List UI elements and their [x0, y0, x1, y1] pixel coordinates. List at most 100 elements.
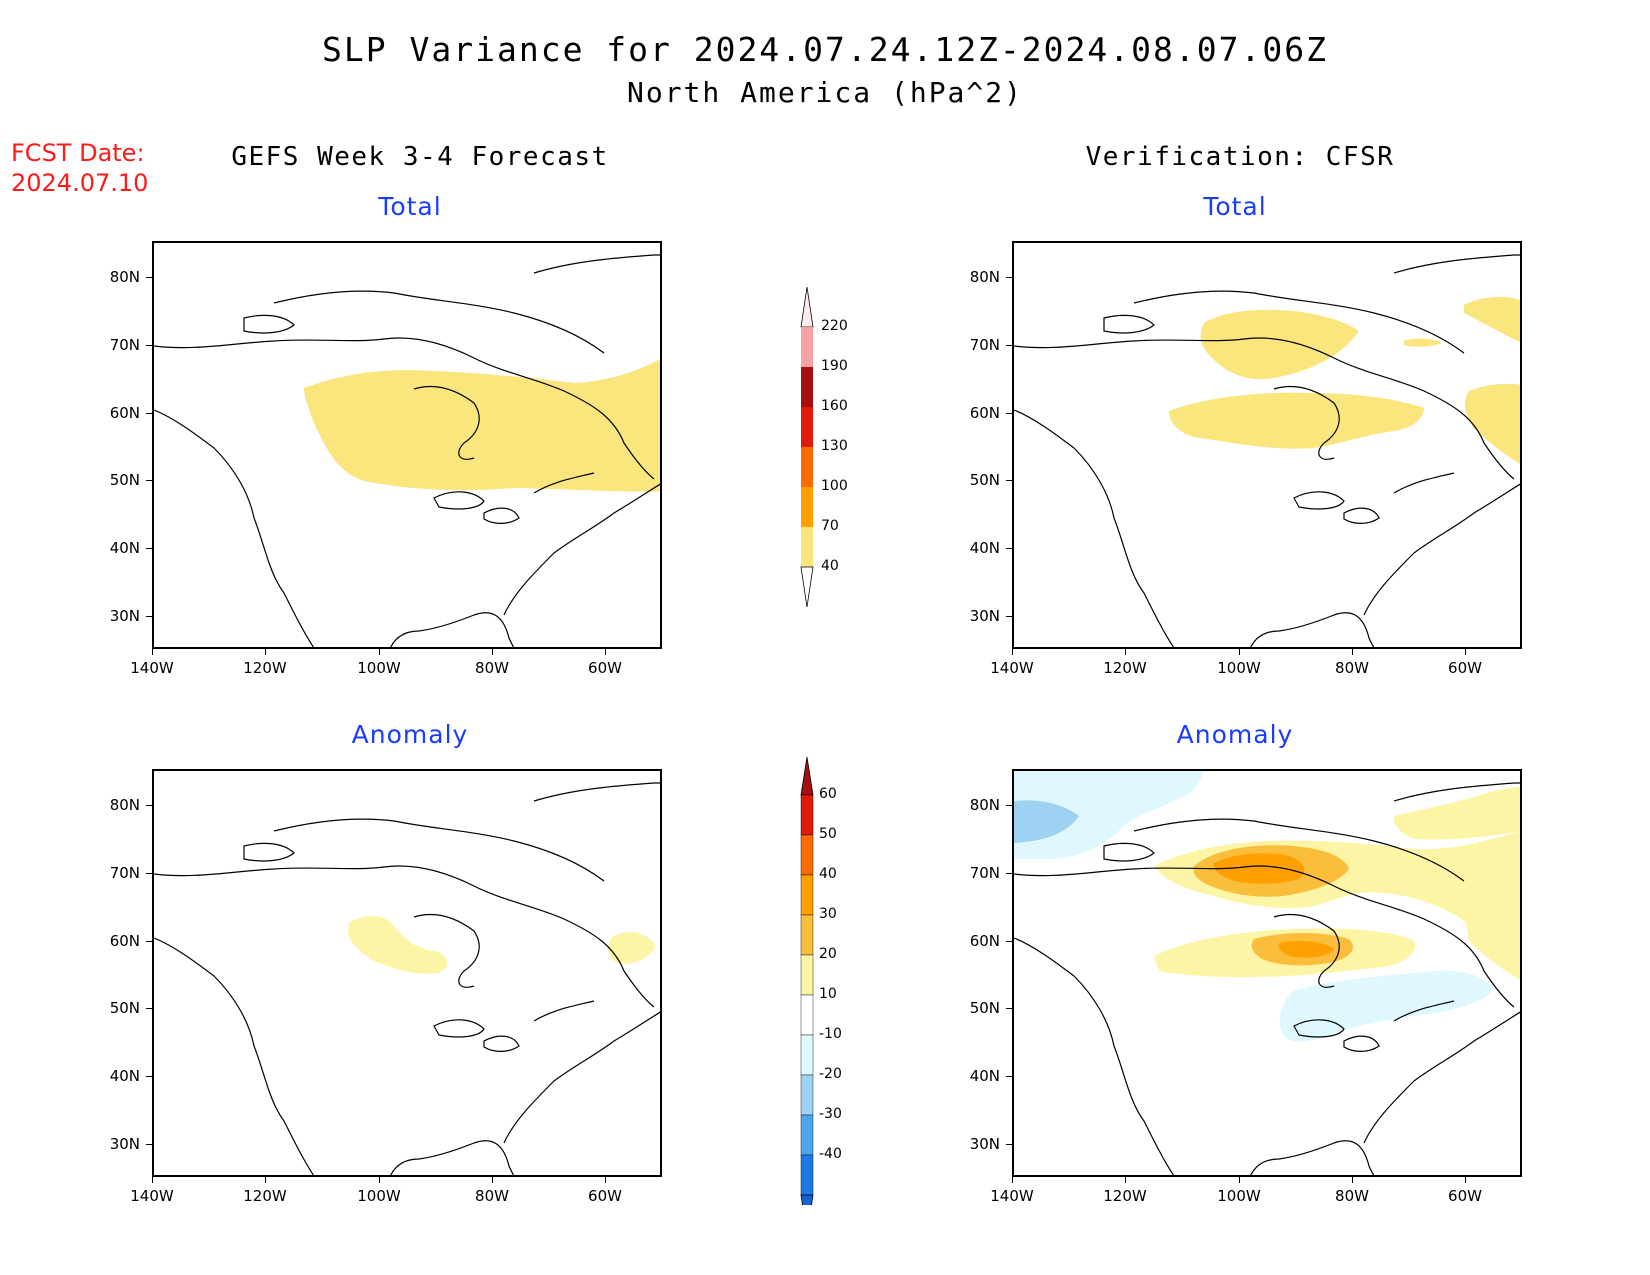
lat-tick	[1006, 345, 1012, 346]
shade-variance-40-70-east	[1464, 383, 1520, 464]
lon-tick	[379, 1177, 380, 1183]
colorbar-total-segment	[801, 327, 813, 367]
lat-label-60n: 60N	[109, 404, 140, 422]
shade-anomaly-neg20-neg30-northwest	[1014, 800, 1079, 843]
shade-variance-40-70-central	[1169, 392, 1424, 449]
lon-tick	[1012, 649, 1013, 655]
lat-label-60n: 60N	[969, 404, 1000, 422]
lat-tick	[146, 277, 152, 278]
lat-tick	[146, 480, 152, 481]
colorbar-anomaly-segment	[800, 874, 814, 916]
colorbar-total-top-arrow	[800, 286, 814, 328]
map-forecast-anomaly	[154, 782, 660, 1175]
lon-label-60w: 60W	[588, 1187, 622, 1205]
lat-label-80n: 80N	[109, 796, 140, 814]
colorbar-anomaly-segment	[800, 794, 814, 836]
colorbar-total-segment	[801, 487, 813, 527]
colorbar-total	[800, 286, 814, 608]
map-panel-verification-anomaly	[1012, 769, 1522, 1177]
shade-anomaly-neg10-neg20-northwest	[1014, 771, 1204, 859]
shade-anomaly-10-20-northeast	[1393, 786, 1520, 840]
lat-tick	[146, 548, 152, 549]
lat-tick	[146, 345, 152, 346]
lon-label-140w: 140W	[990, 659, 1034, 677]
panel-title-forecast-anomaly: Anomaly	[351, 720, 469, 749]
lat-label-60n: 60N	[969, 932, 1000, 950]
map-panel-verification-total	[1012, 241, 1522, 649]
lat-label-40n: 40N	[109, 1067, 140, 1085]
lat-tick	[146, 616, 152, 617]
colorbar-total-bottom-arrow	[800, 566, 814, 608]
colorbar-anomaly-segment	[800, 1074, 814, 1116]
lat-tick	[146, 1076, 152, 1077]
lat-tick	[146, 805, 152, 806]
lon-label-140w: 140W	[130, 1187, 174, 1205]
lat-tick	[1006, 805, 1012, 806]
fcst-date-label: FCST Date:	[11, 139, 145, 167]
lat-tick	[1006, 873, 1012, 874]
lat-tick	[146, 873, 152, 874]
column-heading-verification: Verification: CFSR	[1085, 142, 1395, 172]
shade-variance-40-70-island	[1404, 338, 1442, 347]
colorbar-total-label: 130	[821, 438, 848, 454]
lon-tick	[265, 649, 266, 655]
colorbar-anomaly-label: 30	[819, 906, 837, 922]
lon-tick	[1465, 649, 1466, 655]
lat-tick	[1006, 1144, 1012, 1145]
lat-label-70n: 70N	[109, 336, 140, 354]
lat-label-80n: 80N	[969, 796, 1000, 814]
lat-tick	[146, 941, 152, 942]
lon-tick	[605, 1177, 606, 1183]
colorbar-total-segment	[801, 407, 813, 447]
colorbar-total-segment	[801, 447, 813, 487]
lat-tick	[1006, 480, 1012, 481]
colorbar-anomaly-label: 40	[819, 866, 837, 882]
lon-tick	[1125, 1177, 1126, 1183]
lon-tick	[1352, 1177, 1353, 1183]
shade-anomaly-neg10-neg20-central	[1279, 970, 1494, 1042]
lon-label-80w: 80W	[1335, 659, 1369, 677]
lat-label-70n: 70N	[969, 336, 1000, 354]
colorbar-anomaly-segment	[800, 994, 814, 1036]
lat-label-40n: 40N	[969, 1067, 1000, 1085]
lat-label-50n: 50N	[969, 999, 1000, 1017]
lat-tick	[1006, 616, 1012, 617]
lon-label-100w: 100W	[1217, 1187, 1261, 1205]
lon-tick	[1239, 1177, 1240, 1183]
lon-tick	[1239, 649, 1240, 655]
lon-label-120w: 120W	[1103, 1187, 1147, 1205]
lat-label-40n: 40N	[109, 539, 140, 557]
lon-tick	[492, 1177, 493, 1183]
lon-tick	[265, 1177, 266, 1183]
colorbar-anomaly-label: 50	[819, 826, 837, 842]
panel-title-verification-anomaly: Anomaly	[1176, 720, 1294, 749]
shade-anomaly-10-20-west	[348, 915, 448, 974]
colorbar-total-segment	[801, 527, 813, 567]
lon-tick	[1352, 649, 1353, 655]
colorbar-anomaly-label: -30	[819, 1106, 842, 1122]
lat-label-80n: 80N	[109, 268, 140, 286]
shade-anomaly-10-20-east	[1464, 909, 1520, 980]
lat-tick	[146, 1008, 152, 1009]
column-heading-forecast: GEFS Week 3-4 Forecast	[231, 142, 609, 172]
colorbar-total-label: 70	[821, 518, 839, 534]
map-verification-anomaly	[1014, 771, 1520, 1175]
lat-label-50n: 50N	[969, 471, 1000, 489]
panel-title-verification-total: Total	[1203, 192, 1267, 221]
map-verification-total	[1014, 254, 1520, 647]
lat-label-70n: 70N	[109, 864, 140, 882]
colorbar-anomaly-bottom-arrow	[800, 1194, 814, 1205]
colorbar-total-label: 160	[821, 398, 848, 414]
fcst-date-value: 2024.07.10	[11, 169, 149, 197]
lon-label-80w: 80W	[1335, 1187, 1369, 1205]
colorbar-total-label: 40	[821, 558, 839, 574]
lat-tick	[1006, 941, 1012, 942]
colorbar-anomaly-label: -20	[819, 1066, 842, 1082]
colorbar-anomaly-segment	[800, 954, 814, 996]
map-forecast-total	[154, 254, 660, 647]
lon-label-120w: 120W	[243, 659, 287, 677]
lon-label-80w: 80W	[475, 1187, 509, 1205]
colorbar-anomaly-top-arrow	[800, 756, 814, 796]
colorbar-anomaly-segment	[800, 1154, 814, 1196]
colorbar-anomaly-label: 60	[819, 786, 837, 802]
